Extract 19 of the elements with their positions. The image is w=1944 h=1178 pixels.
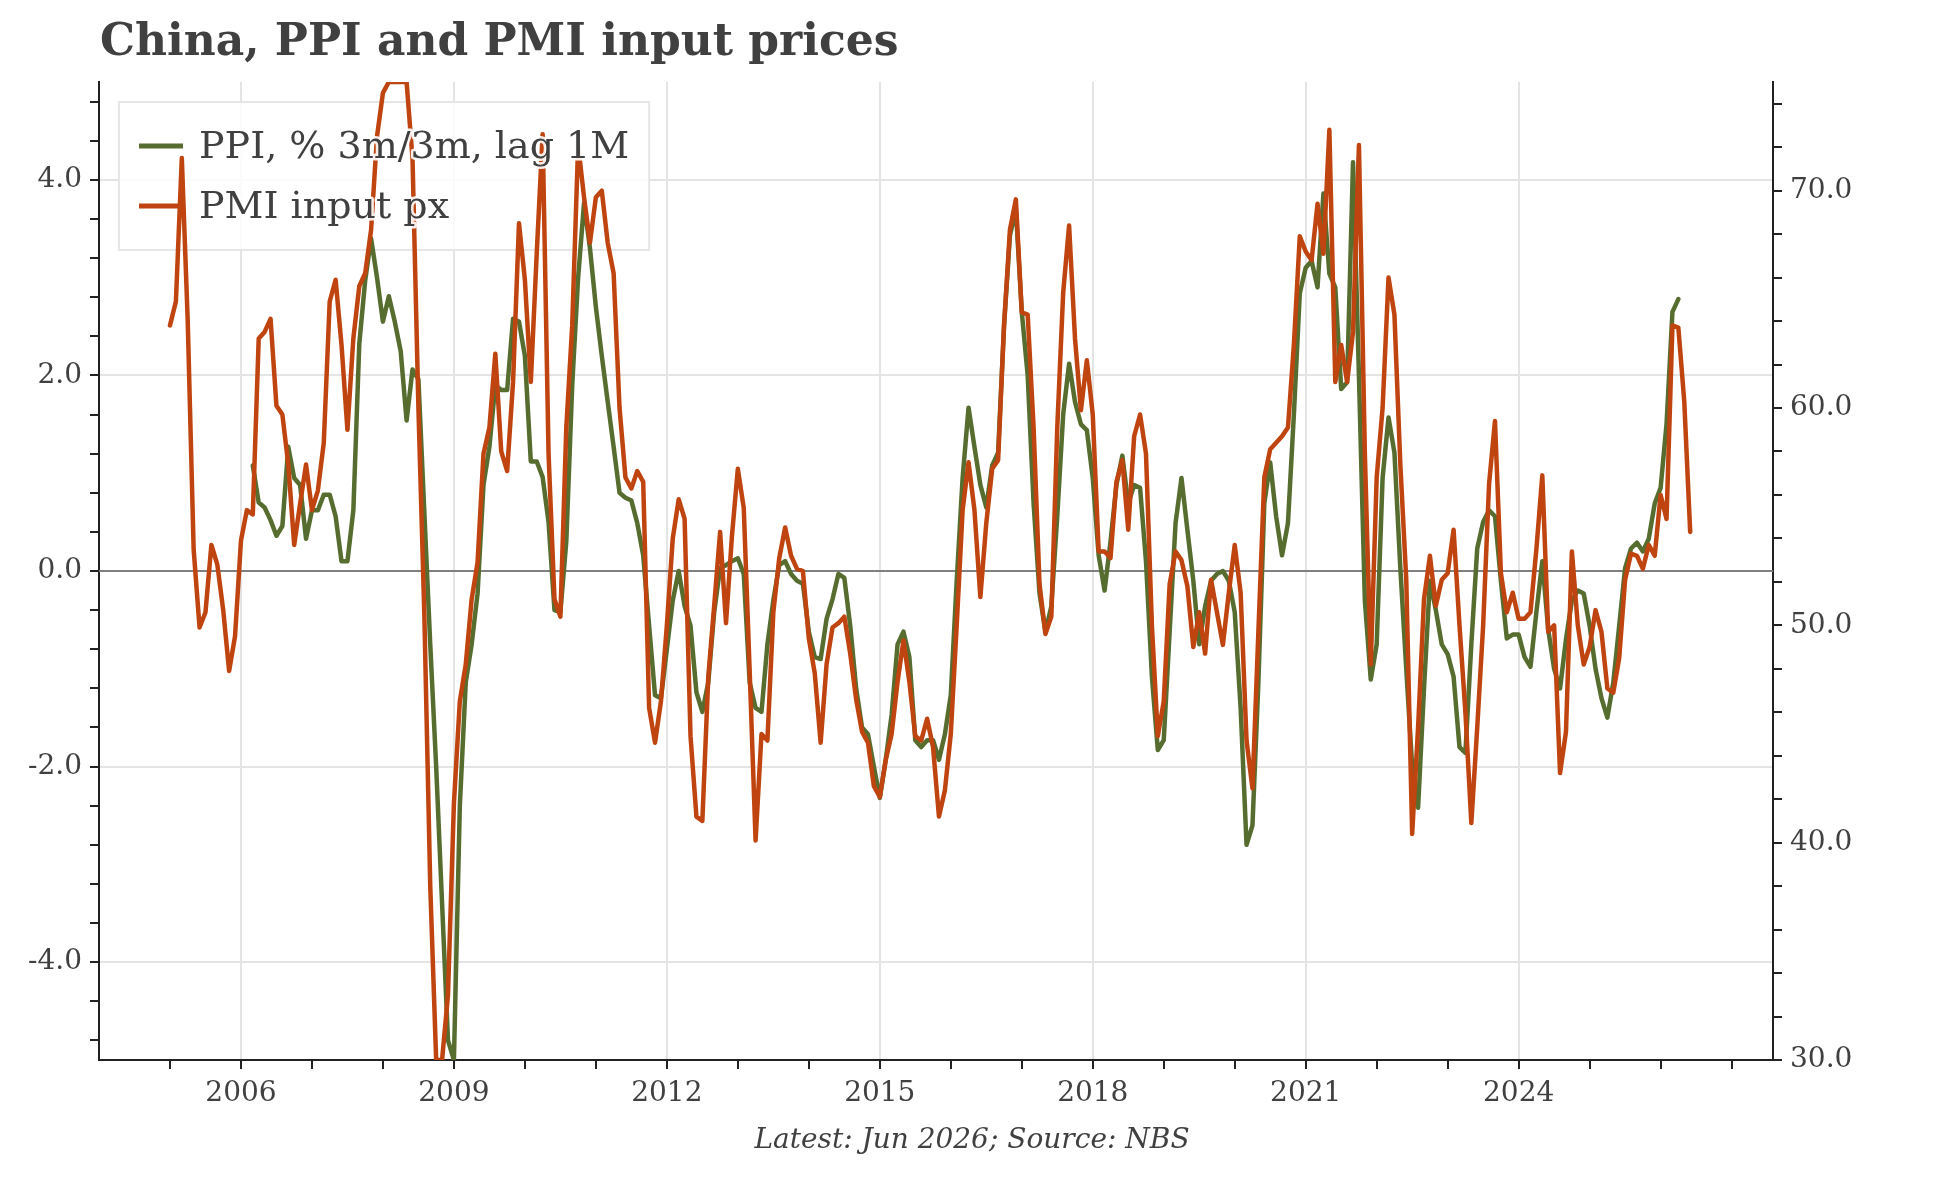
x-tick-label: 2006: [205, 1075, 277, 1109]
y-tick-label: 4.0: [37, 161, 82, 195]
x-tick-label: 2015: [844, 1075, 916, 1109]
y-tick-label: -4.0: [28, 943, 82, 977]
y2-tick-label: 50.0: [1790, 606, 1853, 640]
y2-tick-label: 70.0: [1790, 171, 1853, 205]
y2-tick-label: 40.0: [1790, 823, 1853, 857]
text: Latest: Jun 2026; Source: NBS: [753, 1122, 1191, 1155]
y-tick-label: -2.0: [28, 747, 82, 781]
chart-title: China, PPI and PMI input prices: [100, 14, 899, 65]
x-tick-label: 2009: [418, 1075, 490, 1109]
x-tick-label: 2018: [1057, 1075, 1129, 1109]
y2-tick-label: 30.0: [1790, 1041, 1853, 1075]
y-tick-label: 2.0: [37, 356, 82, 390]
x-tick-label: 2012: [631, 1075, 703, 1109]
x-tick-label: 2024: [1483, 1075, 1555, 1109]
y2-tick-label: 60.0: [1790, 389, 1853, 423]
x-tick-label: 2021: [1270, 1075, 1342, 1109]
y-tick-label: 0.0: [37, 552, 82, 586]
